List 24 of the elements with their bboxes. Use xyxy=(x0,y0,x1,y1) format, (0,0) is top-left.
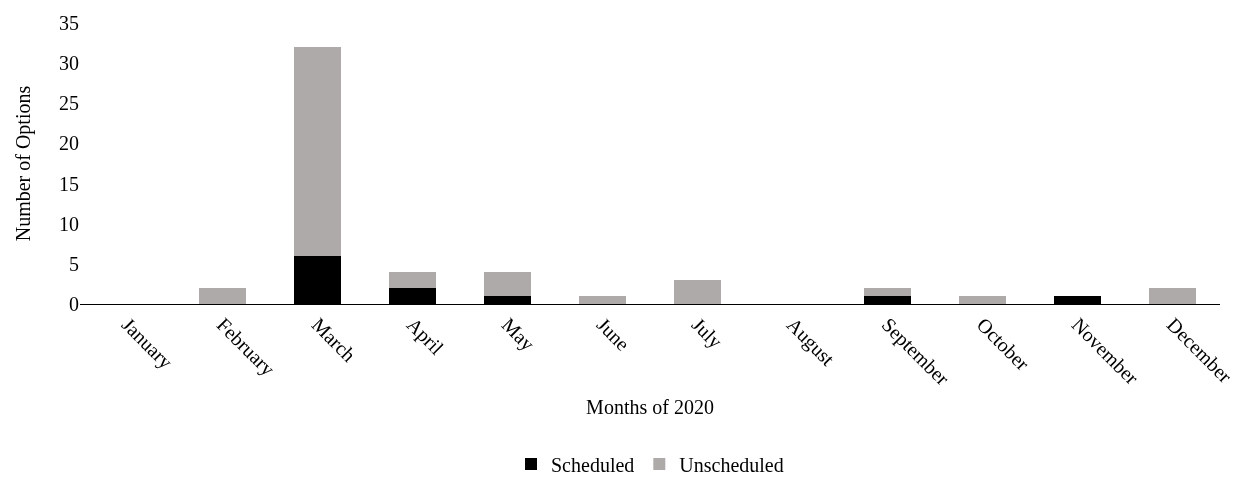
x-axis-title: Months of 2020 xyxy=(586,395,714,418)
x-tick-label: June xyxy=(592,313,635,355)
legend-label: Scheduled xyxy=(551,453,635,476)
bar xyxy=(388,271,437,288)
y-tick-label: 25 xyxy=(59,92,79,115)
y-tick-label: 10 xyxy=(59,212,79,235)
x-tick-label: May xyxy=(496,313,540,356)
y-tick-label: 35 xyxy=(59,12,79,34)
bar xyxy=(673,279,722,304)
bar xyxy=(293,47,342,256)
legend-label: Unscheduled xyxy=(679,453,784,476)
y-tick-label: 30 xyxy=(59,52,79,75)
y-tick-label: 5 xyxy=(69,252,79,275)
bar xyxy=(483,271,532,296)
y-tick-label: 15 xyxy=(59,172,79,195)
y-tick-label: 20 xyxy=(59,132,79,155)
y-axis-title: Number of Options xyxy=(12,85,35,242)
bar xyxy=(863,287,912,296)
bar xyxy=(578,295,627,304)
bar xyxy=(1148,287,1197,304)
bar xyxy=(198,287,247,304)
bar xyxy=(958,295,1007,304)
y-tick-label: 0 xyxy=(69,293,79,315)
x-tick-label: July xyxy=(686,313,727,354)
